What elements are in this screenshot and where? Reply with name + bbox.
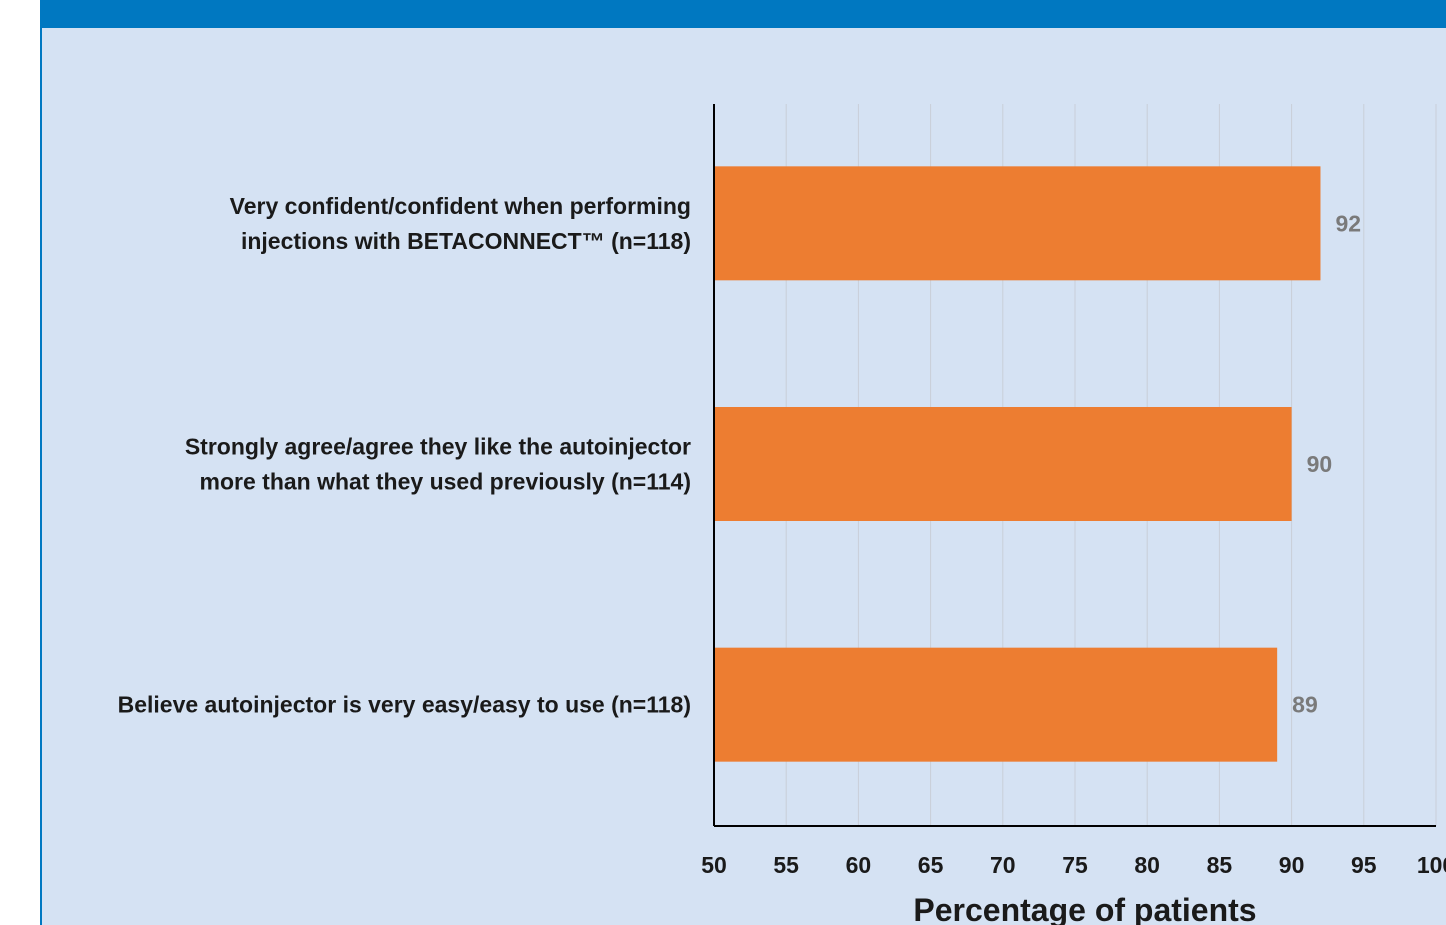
category-label: Strongly agree/agree they like the autoi… [185,434,691,460]
bar-2 [714,647,1278,762]
x-tick-label: 100 [1417,852,1446,878]
bar-1 [714,407,1292,521]
x-tick-label: 65 [918,852,944,878]
x-axis-title: Percentage of patients [913,892,1256,925]
header-band [40,0,1446,28]
x-tick-label: 50 [701,852,727,878]
x-tick-label: 80 [1134,852,1160,878]
bar-0 [714,166,1321,281]
axes [713,104,1436,827]
data-label: 89 [1292,692,1318,718]
x-tick-label: 60 [846,852,872,878]
x-tick-label: 55 [773,852,799,878]
x-tick-label: 75 [1062,852,1088,878]
x-tick-label: 90 [1279,852,1305,878]
category-label: injections with BETACONNECT™ (n=118) [241,228,691,254]
labels: 50 55 60 65 70 75 80 85 90 95 100 92 Very confident/… [118,193,1446,878]
category-label: Very confident/confident when performing [230,193,691,219]
x-tick-label: 70 [990,852,1016,878]
data-label: 92 [1335,210,1361,236]
x-tick-label: 95 [1351,852,1377,878]
category-label: Believe autoinjector is very easy/easy t… [118,692,691,718]
category-label: more than what they used previously (n=1… [200,469,691,495]
data-label: 90 [1307,451,1333,477]
bars [714,166,1321,762]
x-tick-label: 85 [1207,852,1233,878]
